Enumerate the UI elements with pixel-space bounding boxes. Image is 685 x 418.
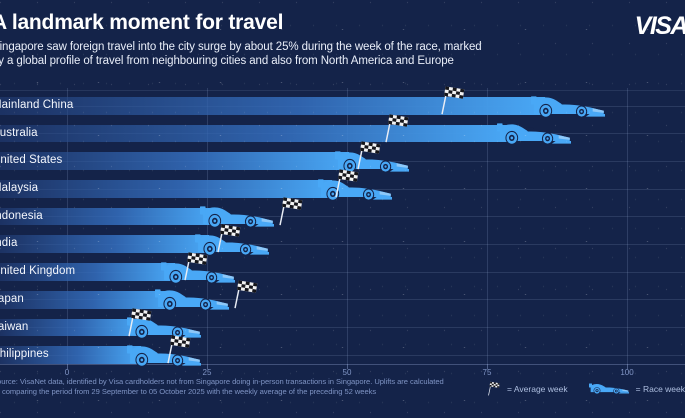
- vertical-gridline: [347, 88, 348, 364]
- vertical-gridline: [487, 88, 488, 364]
- average-week-flag-icon: [383, 113, 409, 143]
- axis-tick-mark: [347, 364, 348, 369]
- page-title: A landmark moment for travel: [0, 11, 284, 34]
- race-week-bar: [0, 180, 332, 198]
- page-subtitle: Singapore saw foreign travel into the ci…: [0, 41, 482, 68]
- axis-tick-mark: [627, 364, 628, 369]
- axis-tick-label: 100: [620, 368, 634, 377]
- race-week-bar: [0, 318, 142, 337]
- legend-average-label: = Average week: [507, 383, 568, 394]
- bar-row: India: [0, 231, 685, 259]
- axis-tick-label: 0: [64, 368, 70, 377]
- average-week-flag-icon: [232, 279, 258, 309]
- bar-row: Australia: [0, 121, 685, 149]
- subtitle-line-1: Singapore saw foreign travel into the ci…: [0, 41, 482, 53]
- source-note: Source: VisaNet data, identified by Visa…: [0, 377, 444, 396]
- bar-row: Mainland China: [0, 93, 685, 121]
- race-car-icon: [589, 382, 629, 395]
- bar-row: Malaysia: [0, 176, 685, 204]
- subtitle-line-2: by a global profile of travel from neigh…: [0, 54, 454, 67]
- country-label: Taiwan: [0, 320, 29, 333]
- bar-row: Philippines: [0, 342, 685, 370]
- vertical-gridline: [67, 88, 68, 364]
- average-week-flag-icon: [333, 168, 359, 198]
- legend-race-label: = Race week: [635, 383, 685, 394]
- average-week-flag-icon: [355, 140, 381, 170]
- race-car-icon: [155, 288, 229, 311]
- row-lane-line: [0, 354, 685, 356]
- race-week-bar: [0, 152, 349, 171]
- row-lane-line: [0, 216, 685, 218]
- race-car-icon: [531, 95, 605, 118]
- country-label: Mainland China: [0, 99, 74, 111]
- race-week-bar: [0, 235, 209, 254]
- axis-tick-mark: [67, 364, 68, 369]
- country-label: India: [0, 237, 18, 250]
- row-lane-line: [0, 271, 685, 273]
- race-car-icon: [497, 122, 571, 145]
- source-line-2: by comparing the period from 29 Septembe…: [0, 386, 377, 396]
- country-label: Indonesia: [0, 209, 43, 222]
- average-week-flag-icon: [165, 334, 191, 364]
- country-label: Australia: [0, 126, 38, 139]
- bar-row: United States: [0, 148, 685, 176]
- race-week-bar: [0, 97, 545, 115]
- average-week-flag-icon: [439, 85, 465, 115]
- average-week-flag-icon: [277, 196, 303, 226]
- chart-top-border: [0, 90, 685, 91]
- bar-row: United Kingdom: [0, 259, 685, 287]
- legend: = Average week = Race week: [487, 381, 685, 396]
- axis-tick-mark: [207, 364, 208, 369]
- axis-tick-label: 50: [342, 368, 352, 377]
- country-label: Malaysia: [0, 182, 39, 195]
- x-axis-line: [0, 364, 685, 365]
- axis-tick-label: 25: [202, 368, 212, 377]
- race-week-bar: [0, 290, 170, 309]
- average-week-flag-icon: [215, 223, 241, 253]
- country-label: United States: [0, 154, 63, 167]
- race-week-bar: [0, 263, 175, 281]
- country-label: United Kingdom: [0, 265, 76, 278]
- source-line-1: Source: VisaNet data, identified by Visa…: [0, 377, 444, 386]
- bar-row: Japan: [0, 287, 685, 315]
- row-lane-line: [0, 243, 685, 245]
- race-week-bar: [0, 346, 142, 364]
- bar-chart: Mainland China Australia United States M…: [0, 93, 685, 370]
- country-label: Philippines: [0, 348, 49, 361]
- average-week-flag-icon: [126, 307, 152, 337]
- checkered-flag-icon: [487, 381, 500, 396]
- axis-tick-label: 75: [482, 368, 492, 377]
- row-lane-line: [0, 299, 685, 301]
- axis-tick-mark: [487, 364, 488, 369]
- vertical-gridline: [627, 88, 628, 364]
- bar-row: Taiwan: [0, 315, 685, 343]
- country-label: Japan: [0, 292, 24, 305]
- race-week-bar: [0, 124, 511, 143]
- bar-row: Indonesia: [0, 204, 685, 232]
- average-week-flag-icon: [182, 251, 208, 281]
- vertical-gridline: [207, 88, 208, 364]
- race-week-bar: [0, 207, 215, 226]
- row-lane-line: [0, 327, 685, 328]
- visa-logo: VISA: [634, 12, 685, 40]
